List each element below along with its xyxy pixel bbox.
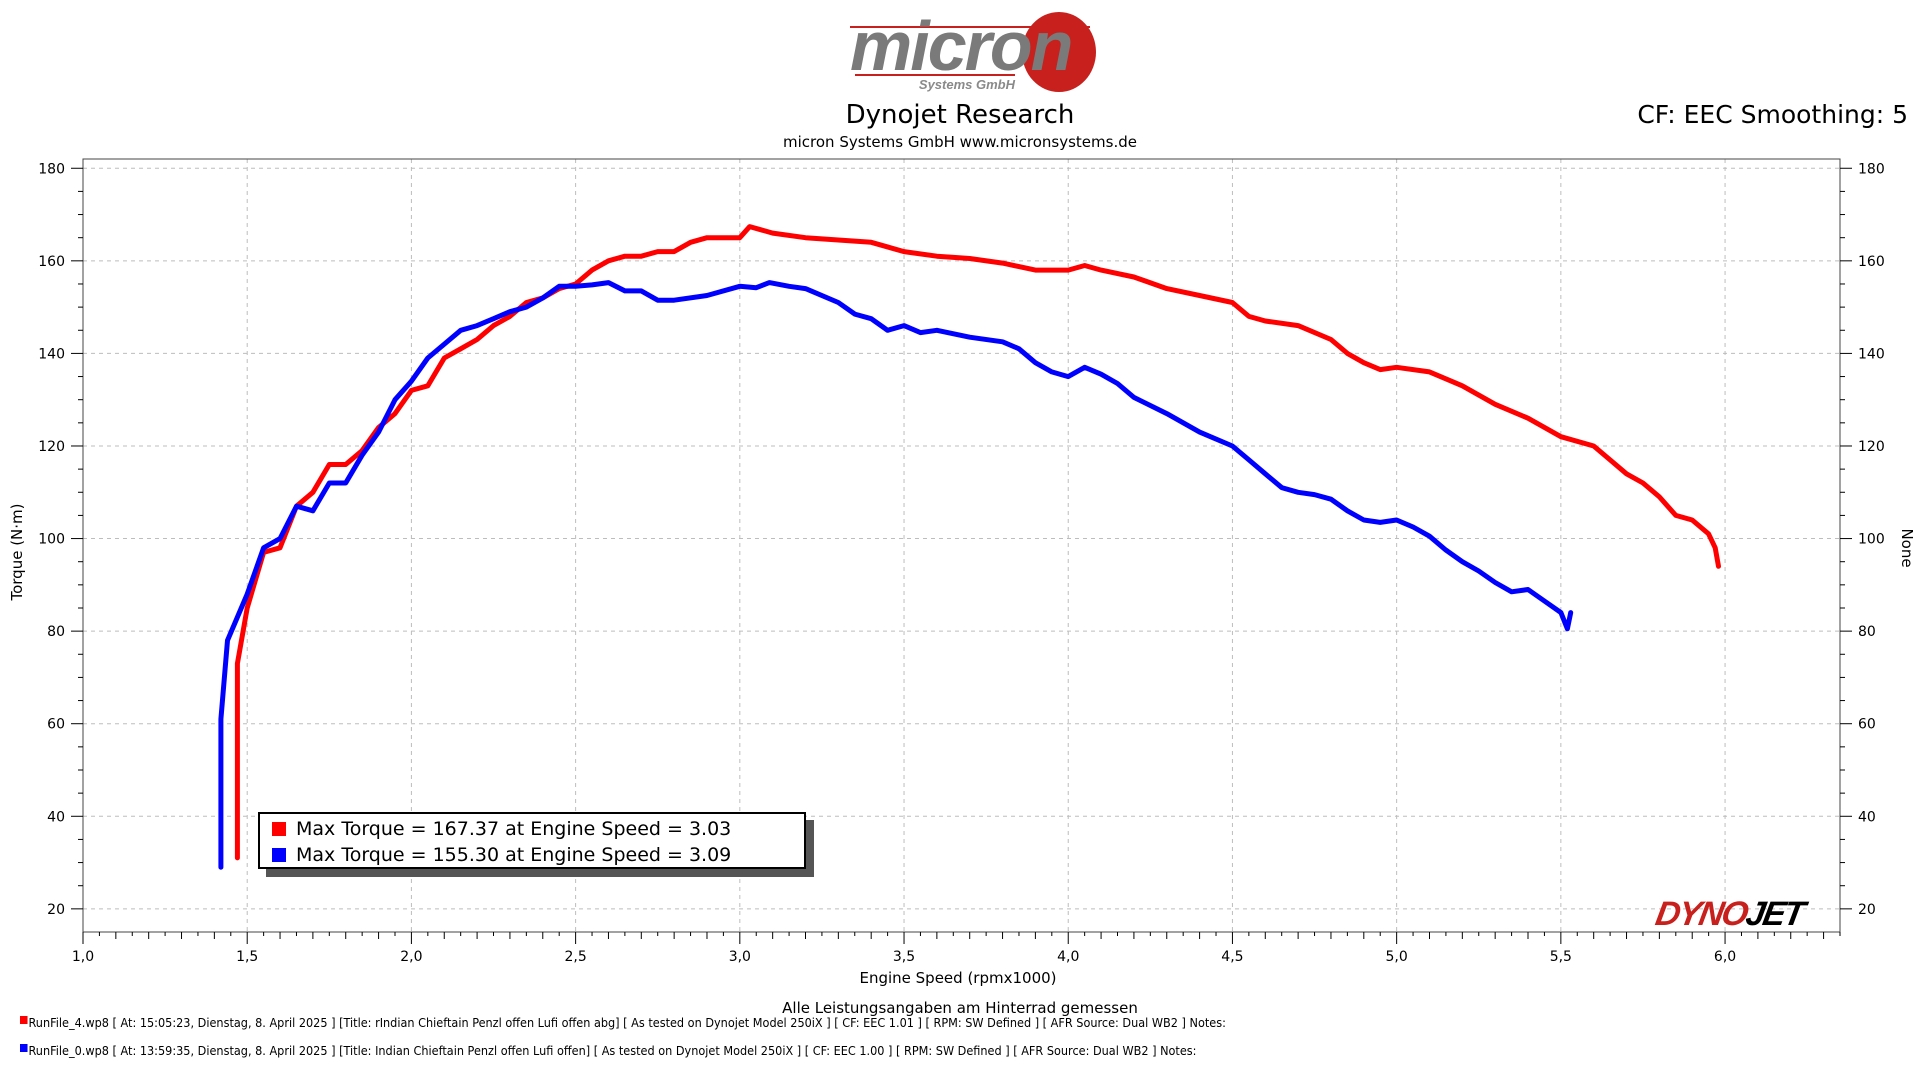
y-tick-label-right: 120: [1858, 439, 1885, 455]
run-info-2: RunFile_0.wp8 [ At: 13:59:35, Dienstag, …: [20, 1044, 1196, 1058]
y-tick-label: 180: [38, 161, 65, 177]
y-axis-title: Torque (N·m): [8, 503, 26, 601]
x-tick-label: 1,0: [72, 949, 94, 965]
x-tick-label: 1,5: [236, 949, 258, 965]
x-tick-label: 4,0: [1057, 949, 1079, 965]
x-tick-label: 4,5: [1221, 949, 1243, 965]
series-layer: [218, 224, 1721, 870]
y-tick-label: 80: [47, 624, 65, 640]
cf-smoothing-label: CF: EEC Smoothing: 5: [1637, 100, 1908, 129]
x-tick-label: 2,5: [564, 949, 586, 965]
chart-subtitle: micron Systems GmbH www.micronsystems.de: [783, 133, 1137, 151]
logo-subtext: Systems GmbH: [855, 74, 1015, 92]
series-line-red: [234, 224, 1721, 861]
logo-line: [850, 26, 1090, 28]
run-info-2-text: RunFile_0.wp8 [ At: 13:59:35, Dienstag, …: [28, 1044, 1197, 1058]
x-tick-label: 2,0: [400, 949, 422, 965]
dynojet-logo: DYNOJET: [1652, 895, 1807, 933]
y-tick-label-right: 20: [1858, 902, 1876, 918]
x-axis-title: Engine Speed (rpmx1000): [859, 969, 1056, 987]
run-info-1-text: RunFile_4.wp8 [ At: 15:05:23, Dienstag, …: [28, 1016, 1226, 1030]
x-tick-label: 3,0: [729, 949, 751, 965]
x-tick-label: 5,0: [1386, 949, 1408, 965]
run-marker-blue: [20, 1044, 28, 1052]
y-tick-label: 140: [38, 346, 65, 362]
axes-layer: 20 20 40 40 60 60 80 80 100 100 120 120 140 140 160 160…: [38, 158, 1885, 965]
x-tick-label: 3,5: [893, 949, 915, 965]
y-tick-label-right: 180: [1858, 161, 1885, 177]
x-tick-label: 5,5: [1550, 949, 1572, 965]
y-tick-label: 100: [38, 532, 65, 548]
logo-red-circle: [1022, 12, 1096, 92]
chart-title: Dynojet Research: [845, 100, 1075, 130]
y-tick-label: 20: [47, 902, 65, 918]
y-axis-right-title: None: [1898, 528, 1916, 567]
run-info-1: RunFile_4.wp8 [ At: 15:05:23, Dienstag, …: [20, 1016, 1226, 1030]
x-tick-label: 6,0: [1714, 949, 1736, 965]
legend-item-red: Max Torque = 167.37 at Engine Speed = 3.…: [272, 816, 804, 842]
legend-label-blue: Max Torque = 155.30 at Engine Speed = 3.…: [296, 844, 732, 866]
legend-swatch-red: [272, 822, 286, 836]
legend-label-red: Max Torque = 167.37 at Engine Speed = 3.…: [296, 818, 732, 840]
legend-swatch-blue: [272, 848, 286, 862]
run-marker-red: [20, 1016, 28, 1024]
y-tick-label: 160: [38, 254, 65, 270]
y-tick-label-right: 80: [1858, 624, 1876, 640]
series-line-blue: [218, 280, 1574, 870]
y-tick-label-right: 100: [1858, 532, 1885, 548]
chart-legend: Max Torque = 167.37 at Engine Speed = 3.…: [258, 812, 806, 869]
y-tick-label: 120: [38, 439, 65, 455]
footer-note: Alle Leistungsangaben am Hinterrad gemes…: [782, 999, 1138, 1017]
legend-item-blue: Max Torque = 155.30 at Engine Speed = 3.…: [272, 842, 804, 868]
micron-logo: micron Systems GmbH: [850, 6, 1096, 94]
y-tick-label: 60: [47, 717, 65, 733]
plot-frame: [82, 158, 1841, 933]
y-tick-label-right: 60: [1858, 717, 1876, 733]
y-tick-label-right: 40: [1858, 809, 1876, 825]
grid-layer: [83, 159, 1840, 932]
y-tick-label-right: 140: [1858, 346, 1885, 362]
logo-text: micron: [850, 7, 1073, 85]
y-tick-label-right: 160: [1858, 254, 1885, 270]
y-tick-label: 40: [47, 809, 65, 825]
